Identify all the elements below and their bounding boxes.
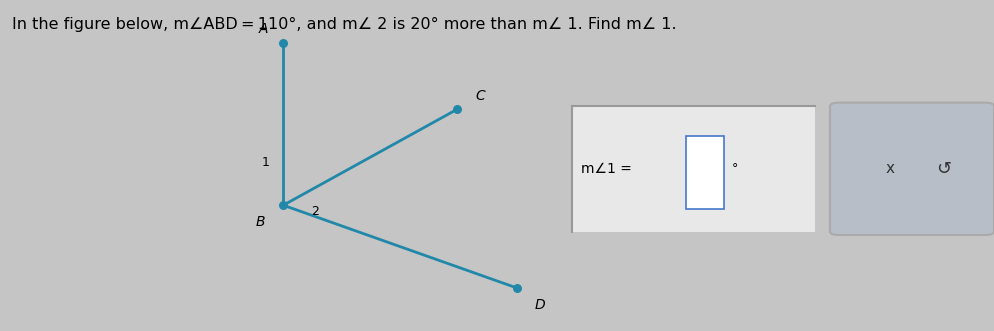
Text: D: D: [535, 298, 546, 312]
Point: [275, 203, 291, 208]
Point: [275, 40, 291, 46]
Text: B: B: [255, 215, 265, 229]
Text: In the figure below, m∠ABD = 110°, and m∠ 2 is 20° more than m∠ 1. Find m∠ 1.: In the figure below, m∠ABD = 110°, and m…: [12, 17, 677, 31]
Point: [509, 285, 525, 291]
FancyBboxPatch shape: [830, 103, 994, 235]
Text: ↺: ↺: [936, 160, 951, 178]
FancyBboxPatch shape: [686, 136, 724, 209]
Text: °: °: [732, 162, 738, 175]
Text: x: x: [886, 161, 895, 176]
Text: 2: 2: [311, 205, 319, 218]
Text: 1: 1: [261, 156, 269, 169]
Text: C: C: [475, 89, 485, 103]
Point: [449, 107, 465, 112]
FancyBboxPatch shape: [572, 106, 815, 232]
Text: m∠1 =: m∠1 =: [581, 162, 637, 176]
Text: A: A: [258, 23, 268, 36]
